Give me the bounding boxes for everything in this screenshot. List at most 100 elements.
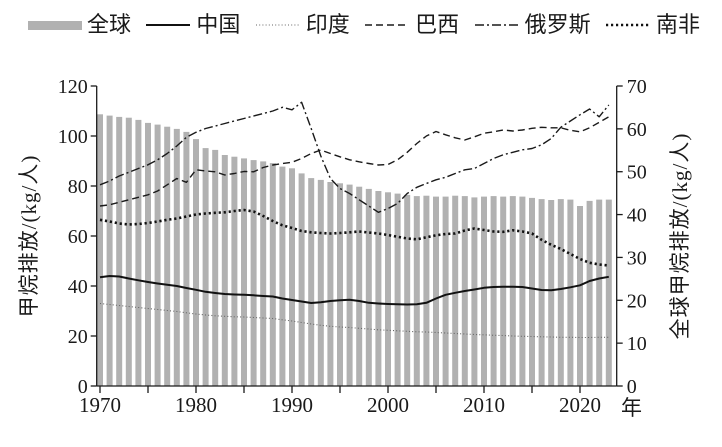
- series-brazil: [99, 116, 610, 207]
- legend-item-south-africa: 南非: [605, 14, 700, 36]
- tick-label: 10: [627, 333, 647, 355]
- left-axis-ticks: 0 20 40 60 80 100 120: [58, 76, 97, 398]
- legend-item-brazil: 巴西: [364, 14, 459, 36]
- bar-2020: [577, 206, 583, 386]
- bar-2004: [423, 195, 430, 386]
- bar-2001: [394, 193, 401, 386]
- legend-swatch-china-icon: [146, 24, 191, 26]
- tick-label: 60: [627, 119, 647, 141]
- bar-1970: [97, 114, 103, 387]
- bar-1996: [346, 184, 353, 386]
- tick-label: 0: [627, 376, 637, 398]
- bar-1975: [145, 122, 151, 387]
- bar-1980: [193, 139, 199, 386]
- bar-1971: [106, 115, 113, 386]
- tick-label: 70: [627, 76, 647, 98]
- bar-2021: [586, 200, 593, 386]
- bar-1976: [154, 124, 161, 386]
- bar-1973: [125, 117, 132, 386]
- tick-label: 30: [627, 247, 647, 269]
- bar-1991: [298, 173, 305, 386]
- series-global: [97, 114, 612, 387]
- tick-label: 100: [58, 126, 88, 148]
- bar-2002: [404, 194, 411, 386]
- tick-label: 2010: [463, 393, 505, 417]
- bar-1977: [164, 126, 171, 386]
- right-axis-title: 全球甲烷排放/(kg/人): [668, 132, 692, 340]
- bar-2016: [538, 199, 545, 386]
- bar-1983: [221, 155, 228, 386]
- legend-label-global: 全球: [87, 12, 132, 37]
- x-axis-ticks: 1970 1980 1990 2000 2010 2020: [79, 386, 601, 417]
- bar-2010: [481, 196, 487, 386]
- tick-label: 80: [68, 176, 88, 198]
- legend-label-china: 中国: [196, 12, 241, 37]
- bar-2006: [442, 196, 449, 386]
- bar-2019: [567, 199, 574, 386]
- bar-2005: [433, 196, 439, 386]
- bar-1994: [327, 182, 334, 386]
- bar-2007: [452, 195, 459, 386]
- series-china: [99, 275, 609, 306]
- tick-label: 60: [68, 226, 88, 248]
- bar-2013: [509, 196, 516, 386]
- legend-item-global: 全球: [28, 14, 131, 36]
- bar-2012: [500, 196, 507, 386]
- bar-2017: [548, 200, 555, 386]
- bar-1979: [183, 131, 190, 386]
- tick-label: 1980: [175, 393, 217, 417]
- bar-1978: [173, 128, 180, 386]
- bar-1995: [337, 183, 343, 386]
- tick-label: 0: [78, 376, 88, 398]
- bar-2011: [490, 196, 497, 386]
- bar-1988: [269, 163, 276, 386]
- tick-label: 2000: [367, 393, 409, 417]
- bar-1997: [356, 186, 363, 386]
- legend-swatch-india-icon: [255, 24, 300, 26]
- bar-1990: [289, 168, 295, 386]
- bar-2018: [557, 199, 564, 386]
- tick-label: 40: [627, 205, 647, 227]
- tick-label: 1970: [79, 393, 121, 417]
- legend-swatch-brazil-icon: [365, 24, 410, 26]
- tick-label: 2020: [559, 393, 601, 417]
- legend-label-russia: 俄罗斯: [524, 12, 591, 37]
- tick-label: 120: [58, 76, 88, 98]
- bar-1981: [202, 148, 209, 386]
- bar-2000: [385, 192, 391, 386]
- bar-1987: [260, 161, 267, 386]
- bar-1982: [212, 149, 219, 386]
- bar-1989: [279, 166, 286, 386]
- bar-1992: [308, 178, 315, 386]
- bar-1998: [365, 188, 372, 386]
- bar-2022: [596, 199, 603, 386]
- legend-item-russia: 俄罗斯: [474, 14, 591, 36]
- bar-2003: [413, 196, 420, 386]
- legend-item-india: 印度: [255, 14, 350, 36]
- tick-label: 20: [627, 290, 647, 312]
- bar-1985: [241, 158, 247, 386]
- series-south-africa: [99, 208, 609, 267]
- x-axis-unit-label: 年: [621, 396, 642, 420]
- legend-label-south-africa: 南非: [655, 12, 700, 37]
- bar-1984: [231, 156, 238, 386]
- legend-label-india: 印度: [305, 12, 350, 37]
- legend-swatch-russia-icon: [474, 24, 519, 26]
- series-russia: [99, 101, 610, 214]
- bar-1999: [375, 191, 382, 386]
- legend-swatch-south-africa-icon: [605, 23, 650, 27]
- bar-2014: [519, 196, 526, 386]
- bar-2015: [529, 197, 535, 386]
- bar-1972: [116, 116, 123, 387]
- tick-label: 40: [68, 276, 88, 298]
- legend-item-china: 中国: [145, 14, 240, 36]
- tick-label: 50: [627, 162, 647, 184]
- bar-2023: [605, 199, 612, 386]
- bar-1974: [135, 119, 142, 387]
- bar-1986: [250, 160, 257, 386]
- tick-label: 1990: [271, 393, 313, 417]
- chart-legend: 全球 中国 印度 巴西 俄罗斯 南非: [28, 14, 700, 36]
- tick-label: 20: [68, 326, 88, 348]
- legend-swatch-global-icon: [28, 21, 82, 30]
